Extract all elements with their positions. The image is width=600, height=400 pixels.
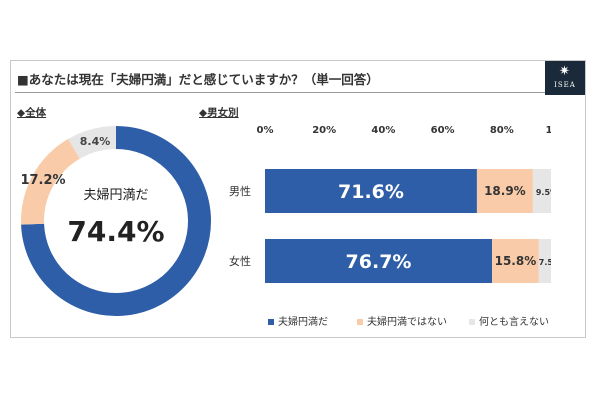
legend-swatch-peach: [357, 319, 363, 325]
legend-label: 夫婦円満ではない: [367, 317, 447, 328]
data-label: 71.6%: [338, 181, 404, 203]
bar-segment-female-peach: [492, 239, 539, 283]
x-tick-label: 40%: [371, 125, 395, 136]
donut-center-label: 夫婦円満だ: [83, 187, 148, 203]
donut-chart: 夫婦円満だ 74.4% 17.2% 8.4%: [20, 126, 212, 316]
donut-label-not-harmonious: 17.2%: [20, 173, 65, 188]
section-overall-label: ◆全体: [17, 107, 47, 119]
legend-label: 何とも言えない: [479, 317, 549, 328]
data-label: 9.5%: [536, 188, 551, 197]
section-gender-label: ◆男女別: [199, 107, 239, 119]
x-tick-label: 80%: [490, 125, 514, 136]
data-label: 76.7%: [346, 251, 412, 273]
bar-segment-female-gray: [538, 239, 551, 283]
donut-slice-not-harmonious: [21, 138, 80, 225]
legend-item-harmonious: 夫婦円満だ: [268, 313, 328, 328]
x-tick-label: 20%: [312, 125, 336, 136]
legend-swatch-blue: [268, 319, 274, 325]
title-divider: [15, 92, 581, 93]
donut-center-value: 74.4%: [67, 215, 164, 248]
donut-slice-neutral: [68, 126, 116, 159]
bar-segment-male-gray: [532, 169, 551, 213]
legend-label: 夫婦円満だ: [278, 317, 328, 328]
data-label: 15.8%: [495, 254, 537, 268]
donut-label-neutral: 8.4%: [80, 135, 111, 148]
legend-item-neutral: 何とも言えない: [469, 313, 549, 328]
data-label: 7.5%: [539, 258, 551, 267]
category-label: 女性: [229, 254, 251, 268]
x-tick-label: 100%: [546, 125, 551, 136]
category-label: 男性: [229, 184, 251, 198]
chart-title: ■あなたは現在「夫婦円満」だと感じていますか？（単一回答）: [17, 72, 379, 87]
sun-icon: ✷: [559, 64, 570, 79]
legend-swatch-gray: [469, 319, 475, 325]
gender-bar-chart: 0% 20% 40% 60% 80% 100% 男性 71.6% 18.9% 9.5% 女性 76.…: [229, 125, 551, 283]
isea-logo: ✷ ISEA: [545, 61, 585, 95]
bar-segment-male-blue: [265, 169, 477, 213]
bar-segment-male-peach: [476, 169, 533, 213]
bar-segment-female-blue: [265, 239, 493, 283]
legend-item-not-harmonious: 夫婦円満ではない: [357, 313, 447, 328]
logo-text: ISEA: [554, 81, 576, 89]
x-tick-label: 0%: [257, 125, 274, 136]
x-tick-label: 60%: [431, 125, 455, 136]
survey-card: ■あなたは現在「夫婦円満」だと感じていますか？（単一回答） ✷ ISEA ◆全体…: [10, 60, 586, 338]
data-label: 18.9%: [484, 184, 526, 198]
